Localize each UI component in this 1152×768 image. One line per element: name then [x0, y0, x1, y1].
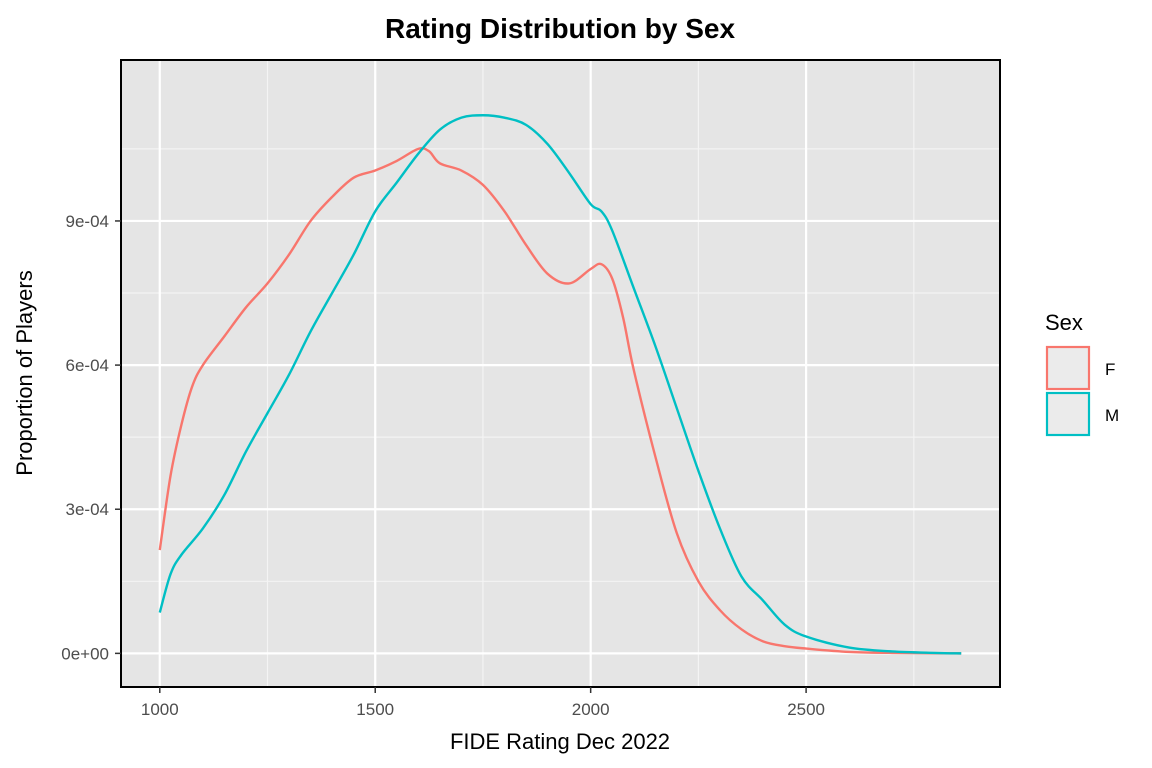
x-tick-label: 2000: [572, 700, 610, 719]
legend-key-m: [1045, 391, 1091, 437]
x-tick-label: 1000: [141, 700, 179, 719]
legend-key-f: [1045, 345, 1091, 391]
series-lines: [158, 114, 962, 655]
series-line-f: [158, 147, 962, 655]
legend-label-m: M: [1105, 406, 1119, 425]
plot-panel: [121, 60, 1000, 687]
x-tick-label: 1500: [356, 700, 394, 719]
x-tick-label: 2500: [787, 700, 825, 719]
y-tick-label: 3e-04: [66, 500, 109, 519]
x-axis-ticks: 1000 1500 2000 2500: [141, 687, 825, 719]
legend: Sex F M: [1045, 310, 1119, 437]
x-axis-title: FIDE Rating Dec 2022: [450, 729, 670, 754]
y-tick-label: 0e+00: [61, 644, 109, 663]
series-line-m: [158, 114, 962, 655]
major-gridlines: [121, 60, 1000, 687]
y-axis-title: Proportion of Players: [12, 270, 37, 475]
y-tick-label: 9e-04: [66, 212, 109, 231]
y-axis-ticks: 0e+00 3e-04 6e-04 9e-04: [61, 212, 121, 663]
y-tick-label: 6e-04: [66, 356, 109, 375]
plot-panel-border: [120, 59, 1001, 688]
chart-title: Rating Distribution by Sex: [385, 13, 735, 44]
legend-title: Sex: [1045, 310, 1083, 335]
minor-gridlines: [121, 60, 1000, 687]
legend-label-f: F: [1105, 360, 1115, 379]
